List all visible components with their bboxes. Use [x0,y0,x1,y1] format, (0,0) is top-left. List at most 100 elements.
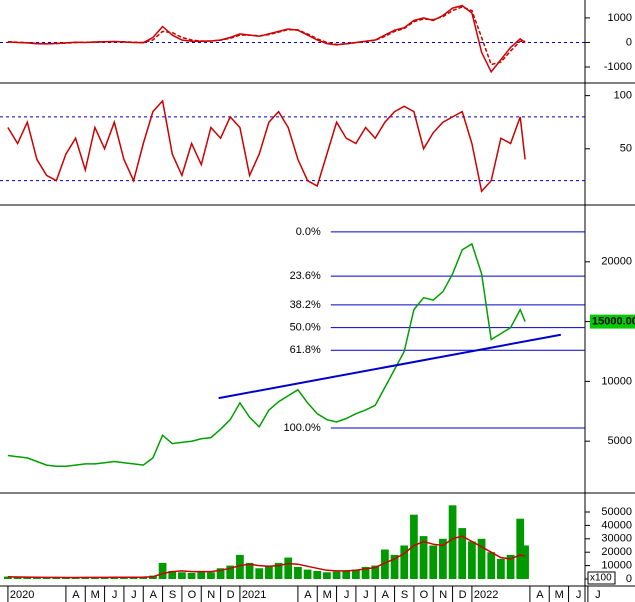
y-tick-label: 50 [620,143,632,155]
x-tick-label: D [459,589,467,601]
y-tick-label: 10000 [601,375,632,387]
volume-bar [197,570,206,579]
x-tick-label: J [112,589,118,601]
x-tick-label: 2021 [242,589,266,601]
volume-bar [284,557,293,579]
x-tick-label: J [131,589,137,601]
x-tick-label: S [169,589,176,601]
volume-bar [516,518,525,579]
volume-bar [255,568,264,579]
volume-bar [42,577,51,579]
y-tick-label: 0 [626,36,632,48]
volume-bar [361,566,370,579]
volume-bar [274,562,283,579]
fib-label: 23.6% [290,270,321,282]
volume-bar [23,577,32,579]
volume-bar [323,572,331,579]
y-tick-label: 30000 [601,533,632,545]
volume-bar [487,552,496,579]
trend-line [218,333,562,400]
x-tick-label: O [420,589,429,601]
series-line [7,4,526,74]
x-tick-label: M [91,589,100,601]
x-tick-label: M [323,589,332,601]
volume-bar [342,570,351,579]
volume-bar [371,565,380,579]
unit-label: x100 [590,573,612,584]
volume-bar [245,562,254,579]
volume-bar [265,565,273,579]
last-price-label: 15000.00 [592,316,635,328]
volume-bar [129,577,138,579]
x-tick-label: S [401,589,408,601]
volume-bar [168,570,177,579]
x-tick-label: 2022 [474,589,498,601]
unit-box [587,571,616,585]
y-tick-label: 5000 [608,435,632,447]
volume-bar [439,538,447,579]
volume-bar [429,545,438,579]
volume-bar [419,536,428,579]
volume-bar [120,576,128,579]
x-tick-label: A [72,589,80,601]
x-tick-label: J [363,589,369,601]
series-line [7,6,526,66]
volume-bar [91,577,99,579]
x-tick-label: N [207,589,215,601]
volume-bar [226,565,235,579]
x-tick-label: O [188,589,197,601]
x-tick-label: N [439,589,447,601]
x-tick-label: J [344,589,350,601]
x-tick-label: A [382,589,390,601]
series-line [7,99,526,193]
x-tick-label: 2020 [10,589,34,601]
volume-bar [521,545,529,579]
volume-bar [381,549,389,579]
volume-bar [139,576,148,579]
y-tick-label: 40000 [601,519,632,531]
fib-label: 100.0% [283,422,321,434]
y-tick-label: 50000 [601,506,632,518]
fib-label: 38.2% [290,299,321,311]
volume-bar [303,569,312,579]
volume-bar [158,562,167,579]
volume-bar [458,528,467,579]
y-tick-label: 10000 [601,559,632,571]
volume-bar [207,572,215,579]
volume-bar [4,576,12,579]
fib-label: 50.0% [290,321,321,333]
volume-bar [100,577,109,579]
volume-bar [13,576,22,579]
volume-bar [332,571,341,579]
volume-bar [294,566,302,579]
volume-bar [33,576,41,579]
volume-bar [497,558,505,579]
volume-bar [477,538,486,579]
fib-label: 0.0% [296,226,321,238]
volume-bar [62,577,70,579]
volume-bar [52,577,61,579]
volume-bar [400,545,409,579]
y-tick-label: 1000 [608,12,632,24]
volume-bar [216,568,225,579]
x-tick-label: A [304,589,312,601]
volume-bar [352,569,360,579]
x-tick-label: M [555,589,564,601]
volume-bar [468,541,476,579]
series-line [7,535,526,579]
fib-label: 61.8% [290,344,321,356]
volume-bar [178,572,186,579]
volume-bar [410,514,418,579]
last-price-box [590,314,635,329]
volume-bar [313,570,322,579]
y-tick-label: -1000 [604,61,632,73]
volume-bar [506,554,515,579]
x-tick-label: D [227,589,235,601]
x-tick-label: J [576,589,582,601]
volume-bar [448,505,457,579]
x-tick-label: A [536,589,544,601]
x-tick-label: A [150,589,158,601]
y-tick-label: 20000 [601,546,632,558]
series-line [7,242,526,468]
